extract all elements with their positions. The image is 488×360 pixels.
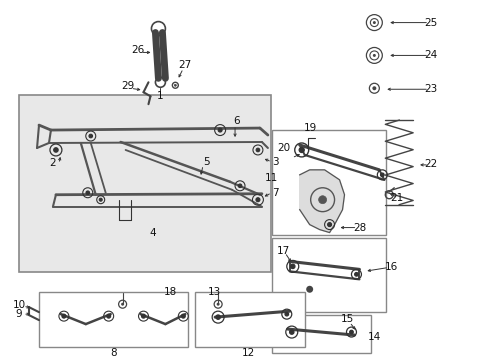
Text: 27: 27 (178, 60, 191, 70)
Text: 26: 26 (131, 45, 144, 55)
Text: 2: 2 (49, 158, 56, 168)
Text: 3: 3 (272, 157, 279, 167)
Text: 12: 12 (241, 348, 254, 358)
Text: 16: 16 (384, 262, 397, 273)
Circle shape (216, 315, 220, 319)
Circle shape (372, 21, 375, 24)
Text: 4: 4 (149, 228, 156, 238)
Circle shape (256, 148, 259, 152)
Circle shape (255, 198, 260, 202)
Text: 8: 8 (110, 348, 117, 358)
Text: 9: 9 (16, 309, 22, 319)
Bar (39, 292, 188, 347)
Text: 20: 20 (277, 143, 290, 153)
Text: 28: 28 (352, 222, 366, 233)
Circle shape (238, 184, 242, 188)
Bar (271, 315, 370, 353)
Text: 21: 21 (390, 193, 403, 203)
Circle shape (354, 273, 358, 276)
Text: 13: 13 (207, 287, 220, 297)
Circle shape (121, 303, 124, 306)
Circle shape (305, 286, 312, 293)
Text: 14: 14 (367, 332, 380, 342)
Circle shape (372, 54, 375, 57)
Circle shape (99, 198, 102, 201)
Bar (271, 130, 386, 234)
Circle shape (62, 314, 66, 318)
Bar (271, 238, 386, 312)
Circle shape (89, 134, 92, 138)
Circle shape (141, 314, 145, 318)
Circle shape (318, 196, 326, 204)
Text: 24: 24 (424, 50, 437, 60)
Circle shape (380, 173, 384, 177)
Circle shape (106, 314, 110, 318)
Bar (19, 95, 270, 273)
Text: 17: 17 (277, 247, 290, 256)
Circle shape (218, 128, 222, 132)
Circle shape (290, 264, 294, 269)
Text: 5: 5 (203, 157, 209, 167)
Text: 25: 25 (424, 18, 437, 28)
Circle shape (299, 148, 304, 152)
Circle shape (181, 314, 185, 318)
Text: 6: 6 (233, 116, 240, 126)
Circle shape (54, 148, 58, 152)
Text: 10: 10 (13, 300, 26, 310)
Text: 23: 23 (424, 84, 437, 94)
Text: 11: 11 (264, 173, 278, 183)
Circle shape (86, 191, 89, 194)
Text: 19: 19 (304, 123, 317, 133)
Text: 7: 7 (272, 188, 279, 198)
Circle shape (216, 303, 219, 306)
Circle shape (327, 222, 331, 226)
Text: 22: 22 (424, 159, 437, 169)
Text: 29: 29 (121, 81, 134, 91)
Circle shape (289, 330, 293, 334)
Text: 15: 15 (340, 314, 353, 324)
Polygon shape (299, 170, 344, 233)
Circle shape (349, 330, 352, 334)
Circle shape (371, 86, 376, 90)
Circle shape (174, 84, 176, 86)
Bar (195, 292, 304, 347)
Text: 1: 1 (157, 91, 163, 101)
Circle shape (285, 312, 288, 316)
Text: 18: 18 (163, 287, 177, 297)
